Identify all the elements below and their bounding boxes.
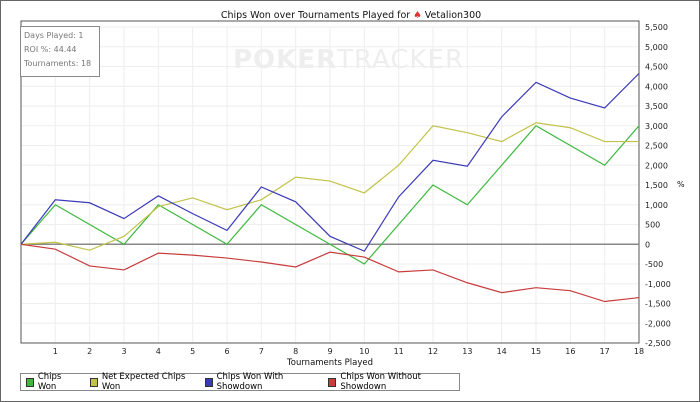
- y-tick-label: 500: [645, 221, 660, 230]
- legend-item: Chips Won: [26, 372, 75, 392]
- series-line-1: [20, 122, 639, 251]
- y-tick-label: -1,000: [645, 280, 671, 289]
- x-tick-label: 8: [293, 347, 298, 356]
- y-axis-label: %: [677, 180, 685, 189]
- y-tick-label: 4,500: [645, 63, 668, 72]
- spade-icon: ♠: [413, 10, 422, 21]
- legend-item: Chips Won Without Showdown: [328, 372, 449, 392]
- y-tick-label: 1,000: [645, 201, 668, 210]
- legend-label: Chips Won With Showdown: [216, 372, 284, 392]
- y-tick-label: 3,500: [645, 102, 668, 111]
- x-tick-label: 4: [156, 347, 161, 356]
- x-tick-label: 2: [87, 347, 92, 356]
- y-tick-label: -2,500: [645, 339, 671, 348]
- title-text: Chips Won over Tournaments Played for: [220, 10, 411, 21]
- x-tick-label: 11: [394, 347, 404, 356]
- x-tick-label: 13: [462, 347, 472, 356]
- y-tick-label: 5,500: [645, 23, 668, 32]
- y-tick-label: 0: [645, 240, 650, 249]
- x-tick-label: 15: [531, 347, 541, 356]
- x-tick-label: 18: [634, 347, 644, 356]
- legend-swatch: [328, 377, 337, 387]
- legend-item: Chips Won With Showdown: [204, 372, 314, 392]
- legend-swatch: [26, 377, 34, 387]
- legend-item: Net Expected Chips Won: [89, 372, 190, 392]
- player-name: Vetalion300: [424, 10, 482, 21]
- legend-label: Chips Won Without Showdown: [340, 372, 421, 392]
- days-played: Days Played: 1: [24, 31, 84, 40]
- info-box: Days Played: 1 ROI %: 44.44 Tournaments:…: [20, 26, 100, 77]
- y-tick-label: -2,000: [645, 319, 671, 328]
- roi: ROI %: 44.44: [24, 45, 77, 54]
- x-tick-label: 14: [497, 347, 507, 356]
- wm-a: POKER: [233, 45, 338, 75]
- wm-b: TRACKER: [337, 45, 465, 75]
- y-tick-label: -500: [645, 260, 663, 269]
- y-tick-label: 4,000: [645, 82, 668, 91]
- x-tick-label: 3: [121, 347, 126, 356]
- legend-swatch: [89, 377, 98, 387]
- y-tick-label: -1,500: [645, 300, 671, 309]
- x-tick-label: 9: [327, 347, 332, 356]
- legend-swatch: [204, 377, 213, 387]
- series-line-0: [20, 124, 640, 265]
- x-tick-label: 6: [224, 347, 229, 356]
- x-tick-label: 5: [190, 347, 195, 356]
- x-tick-label: 1: [53, 347, 58, 356]
- chart-title: Chips Won over Tournaments Played for ♠ …: [1, 10, 699, 21]
- x-tick-label: 16: [565, 347, 575, 356]
- tournaments: Tournaments: 18: [24, 59, 92, 68]
- plot-frame: [20, 20, 640, 344]
- y-tick-label: 1,500: [645, 181, 668, 190]
- legend: Chips Won Net Expected Chips Won Chips Won…: [20, 372, 460, 392]
- x-tick-label: 12: [428, 347, 438, 356]
- y-tick-label: 2,500: [645, 142, 668, 151]
- x-tick-label: 10: [359, 347, 369, 356]
- series-line-3: [20, 243, 640, 303]
- x-axis-label: Tournaments Played: [286, 358, 373, 368]
- legend-label: Net Expected Chips Won: [101, 372, 186, 392]
- series-line-2: [20, 72, 640, 252]
- x-tick-label: 17: [600, 347, 610, 356]
- pokertracker-watermark: POKERTRACKER: [233, 45, 464, 75]
- y-tick-label: 3,000: [645, 122, 668, 131]
- legend-label: Chips Won: [37, 372, 62, 392]
- x-tick-label: 7: [259, 347, 264, 356]
- y-tick-label: 2,000: [645, 161, 668, 170]
- y-tick-label: 5,000: [645, 43, 668, 52]
